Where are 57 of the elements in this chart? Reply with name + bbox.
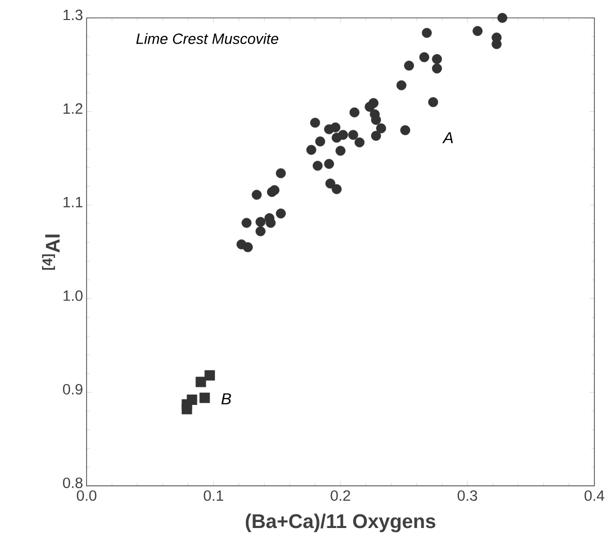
y-tick-label: 1.2 xyxy=(64,104,82,114)
annotation: B xyxy=(221,394,231,404)
x-tick-label: 0.4 xyxy=(584,490,604,502)
point xyxy=(332,184,342,194)
x-tick-label: 0.1 xyxy=(204,490,224,502)
point xyxy=(338,130,348,140)
point xyxy=(204,370,215,381)
point xyxy=(325,178,336,189)
point xyxy=(256,217,266,228)
point xyxy=(492,39,502,50)
point xyxy=(196,376,206,388)
point xyxy=(276,168,286,178)
point xyxy=(242,218,252,228)
x-tick-label: 0.0 xyxy=(76,490,96,502)
point xyxy=(256,226,266,236)
y-tick-label: 0.8 xyxy=(63,478,82,488)
point xyxy=(306,145,316,156)
point xyxy=(432,54,442,64)
point xyxy=(396,80,406,90)
point xyxy=(310,118,320,128)
point xyxy=(419,52,430,62)
annotation: Lime Crest Muscovite xyxy=(136,33,278,44)
point xyxy=(422,28,432,38)
x-axis-title: (Ba+Ca)/11 Oxygens xyxy=(246,514,436,532)
point xyxy=(315,136,326,147)
point xyxy=(252,190,262,200)
point xyxy=(242,242,253,252)
point xyxy=(348,130,358,140)
point xyxy=(276,208,286,219)
point xyxy=(497,13,508,24)
point xyxy=(266,218,276,228)
annotation: A xyxy=(442,132,453,144)
point xyxy=(400,125,410,136)
point xyxy=(376,124,386,134)
y-tick-label: 1.1 xyxy=(64,197,82,208)
point xyxy=(324,159,334,170)
point xyxy=(199,392,210,404)
point xyxy=(330,122,340,133)
y-tick-label: 0.9 xyxy=(63,384,82,395)
y-tick-label: 1.3 xyxy=(64,10,82,20)
point xyxy=(354,138,365,148)
point xyxy=(428,97,438,108)
point xyxy=(270,185,280,196)
point xyxy=(432,64,442,74)
point xyxy=(371,131,382,142)
y-tick-label: 1.0 xyxy=(64,290,83,302)
point xyxy=(312,161,323,171)
point xyxy=(404,60,414,71)
y-axis-title: $^{[4]}$Al xyxy=(42,234,60,270)
point xyxy=(472,26,483,36)
point xyxy=(349,108,360,118)
point xyxy=(336,146,346,156)
x-tick-label: 0.2 xyxy=(330,490,350,502)
x-tick-label: 0.3 xyxy=(458,490,478,502)
point xyxy=(182,404,192,414)
point xyxy=(371,115,382,126)
point xyxy=(364,102,375,112)
